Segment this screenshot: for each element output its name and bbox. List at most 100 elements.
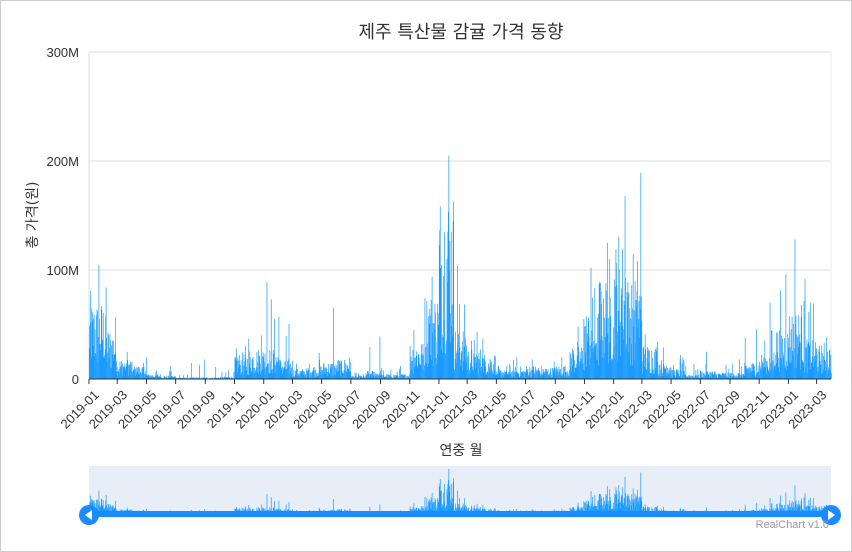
bar[interactable] (488, 366, 490, 379)
bar[interactable] (137, 367, 139, 379)
bar[interactable] (704, 374, 706, 379)
bar[interactable] (89, 325, 91, 379)
bar[interactable] (389, 374, 391, 379)
bar[interactable] (562, 367, 564, 379)
bar[interactable] (651, 369, 653, 379)
bar[interactable] (140, 377, 142, 379)
bar[interactable] (503, 372, 505, 379)
bar[interactable] (682, 357, 684, 379)
bar[interactable] (640, 172, 642, 379)
bar[interactable] (157, 374, 159, 379)
bar[interactable] (518, 376, 520, 379)
bar[interactable] (508, 372, 510, 379)
bar[interactable] (493, 374, 495, 379)
bar[interactable] (776, 362, 778, 379)
bar[interactable] (742, 374, 744, 379)
bar[interactable] (557, 372, 559, 379)
bar[interactable] (379, 336, 381, 379)
bar[interactable] (584, 352, 586, 379)
bar[interactable] (352, 377, 353, 379)
bar[interactable] (491, 371, 493, 379)
bar[interactable] (530, 369, 532, 379)
bar[interactable] (365, 376, 366, 379)
bar[interactable] (676, 372, 678, 379)
bar[interactable] (816, 354, 818, 379)
bar[interactable] (639, 295, 641, 379)
bar[interactable] (336, 370, 337, 379)
bar[interactable] (791, 316, 793, 379)
bar[interactable] (427, 316, 429, 379)
bar[interactable] (678, 373, 679, 379)
bar[interactable] (103, 357, 105, 379)
bar[interactable] (224, 377, 226, 379)
bar[interactable] (243, 354, 245, 379)
bar[interactable] (684, 374, 686, 379)
bar[interactable] (644, 334, 646, 379)
bar[interactable] (473, 353, 475, 379)
bar[interactable] (546, 372, 548, 379)
bar[interactable] (600, 291, 602, 379)
navigator-left-handle[interactable] (79, 505, 99, 525)
bar[interactable] (95, 353, 96, 379)
bar[interactable] (120, 366, 122, 379)
bar[interactable] (751, 363, 753, 379)
bar[interactable] (432, 332, 433, 379)
bar[interactable] (642, 373, 644, 379)
bar[interactable] (598, 365, 600, 379)
bar[interactable] (453, 369, 455, 379)
bar[interactable] (820, 373, 822, 379)
bar[interactable] (743, 374, 745, 379)
bar[interactable] (382, 375, 384, 379)
bar[interactable] (777, 332, 779, 379)
bar[interactable] (172, 376, 173, 379)
bar[interactable] (813, 355, 815, 379)
bar[interactable] (189, 377, 191, 379)
bar[interactable] (284, 367, 286, 379)
bar[interactable] (363, 376, 365, 379)
bar[interactable] (608, 317, 610, 379)
bar[interactable] (723, 376, 725, 379)
bar[interactable] (100, 343, 102, 379)
bar[interactable] (169, 365, 171, 379)
bar[interactable] (223, 376, 225, 379)
bar[interactable] (504, 370, 506, 379)
bar[interactable] (135, 376, 137, 379)
bar[interactable] (144, 373, 145, 379)
bar[interactable] (715, 373, 716, 379)
bar[interactable] (349, 371, 351, 379)
bar[interactable] (169, 377, 171, 379)
bar[interactable] (238, 360, 240, 379)
bar[interactable] (115, 317, 117, 379)
bar[interactable] (532, 370, 533, 379)
bar[interactable] (633, 326, 634, 379)
bar[interactable] (549, 367, 551, 379)
bar[interactable] (109, 347, 110, 379)
bar[interactable] (600, 282, 601, 379)
bar[interactable] (632, 254, 634, 379)
bar[interactable] (718, 373, 719, 379)
bar[interactable] (798, 315, 800, 379)
bar[interactable] (113, 354, 115, 379)
bar[interactable] (488, 363, 489, 379)
bar[interactable] (478, 352, 480, 379)
bar[interactable] (475, 357, 477, 379)
bar[interactable] (729, 373, 730, 379)
bar[interactable] (401, 374, 403, 379)
bar[interactable] (175, 376, 176, 379)
bar[interactable] (702, 377, 704, 379)
bar[interactable] (110, 367, 112, 379)
bar[interactable] (672, 377, 673, 379)
bar[interactable] (669, 369, 670, 379)
bar[interactable] (354, 377, 355, 379)
bar[interactable] (176, 377, 177, 379)
bar[interactable] (539, 376, 541, 379)
bar[interactable] (270, 299, 272, 379)
bar[interactable] (415, 357, 417, 379)
bar[interactable] (494, 356, 496, 379)
bar[interactable] (529, 367, 531, 379)
bar[interactable] (155, 375, 156, 379)
bar[interactable] (460, 352, 462, 379)
bar[interactable] (727, 372, 729, 379)
bar[interactable] (625, 278, 626, 379)
bar[interactable] (211, 377, 213, 379)
